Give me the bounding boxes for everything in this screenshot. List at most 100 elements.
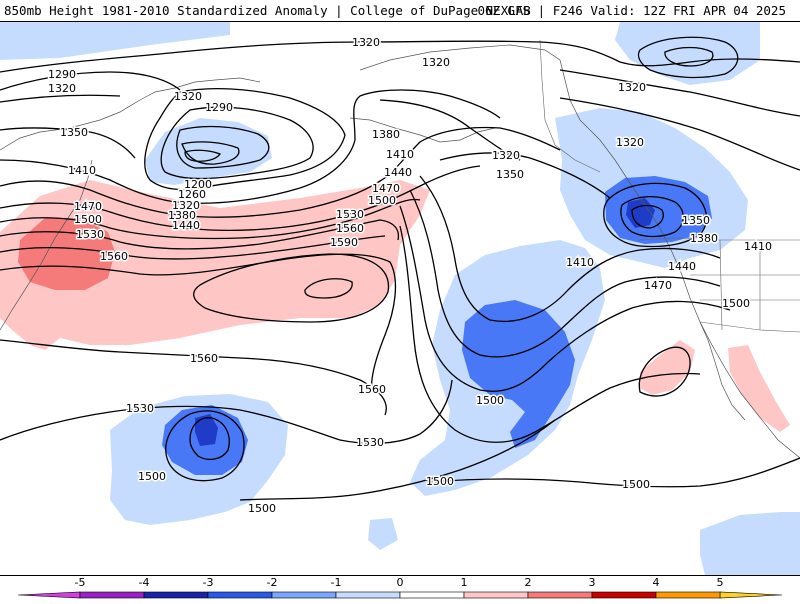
contour-label: 1500: [74, 213, 102, 226]
contour-label: 1500: [476, 394, 504, 407]
colorbar-tick-label: 0: [397, 576, 404, 589]
colorbar-tick-label: 3: [589, 576, 596, 589]
border-us-mexico: [699, 321, 800, 333]
contour-label: 1320: [172, 199, 200, 212]
contour-label: 1440: [668, 260, 696, 273]
map-canvas: 1320 1290 1320 1320 1290 1350 1200 1260 …: [0, 22, 800, 575]
colorbar-bin: [591, 591, 657, 599]
contour-label: 1530: [126, 402, 154, 415]
model-run-info: 06Z GFS | F246 Valid: 12Z FRI APR 04 202…: [477, 3, 786, 18]
colorbar-tick-label: -2: [267, 576, 278, 589]
contour-1410-wrap: [0, 126, 561, 218]
colorbar-tick-label: -5: [75, 576, 86, 589]
contour-label: 1410: [566, 256, 594, 269]
contour-1470-cutoff: [189, 417, 230, 461]
contour-label: 1500: [138, 470, 166, 483]
colorbar-extend-high: [719, 591, 783, 599]
contour-label: 1410: [68, 164, 96, 177]
contour-trough-1470: [399, 225, 701, 443]
contour-1320-siberia: [0, 94, 121, 103]
contour-label: 1440: [172, 219, 200, 232]
contour-1590-high: [193, 253, 390, 323]
contour-label: 1260: [178, 188, 206, 201]
coastlines: [0, 39, 800, 459]
border-states: [690, 239, 800, 331]
contour-label: 1410: [744, 240, 772, 253]
contour-label: 1560: [358, 383, 386, 396]
anomaly-blob-southeast: [700, 512, 800, 575]
colorbar-bin: [655, 591, 721, 599]
map-title: 850mb Height 1981-2010 Standardized Anom…: [4, 3, 531, 18]
anomaly-blob-arctic-north: [0, 22, 230, 60]
positive-anomaly-shading: [0, 180, 790, 432]
coast-aleutians: [349, 117, 496, 143]
contour-1350-west: [0, 127, 136, 159]
anomaly-ridge-core: [18, 218, 115, 290]
contour-label: 1470: [74, 200, 102, 213]
contour-label: 1320: [174, 90, 202, 103]
coast-bc-coast: [627, 179, 800, 459]
colorbar-tick-label: -1: [331, 576, 342, 589]
coast-siberia: [0, 77, 261, 151]
contour-label: 1350: [60, 126, 88, 139]
title-bar: 850mb Height 1981-2010 Standardized Anom…: [0, 0, 800, 22]
contour-trough-1440: [399, 205, 731, 392]
contour-label: 1320: [492, 149, 520, 162]
colorbar-tick-label: 5: [717, 576, 724, 589]
border-alaska-canada: [539, 39, 601, 173]
anomaly-ridge-pacific: [0, 180, 430, 350]
contour-1320-low-outer: [144, 87, 346, 191]
contour-label: 1560: [100, 250, 128, 263]
colorbar-bin: [143, 591, 209, 599]
contour-baja-1500: [638, 346, 691, 397]
contour-label: 1320: [616, 136, 644, 149]
contour-label: 1500: [368, 194, 396, 207]
contour-canada-1350: [559, 69, 800, 117]
colorbar-bin: [335, 591, 401, 599]
colorbar-bin: [527, 591, 593, 599]
anomaly-core-trough: [462, 300, 575, 448]
contour-label: 1380: [168, 209, 196, 222]
contour-label: 1350: [496, 168, 524, 181]
contour-label: 1410: [386, 148, 414, 161]
colorbar-tick-label: 4: [653, 576, 660, 589]
contour-label: 1350: [682, 214, 710, 227]
anomaly-core-coastal-low: [605, 176, 712, 244]
contour-label: 1290: [205, 101, 233, 114]
map-panel: 1320 1290 1320 1320 1290 1350 1200 1260 …: [0, 22, 800, 575]
colorbar-tick-label: -3: [203, 576, 214, 589]
negative-anomaly-core: [162, 176, 712, 475]
contour-1560-south: [0, 339, 387, 416]
contour-label: 1500: [622, 478, 650, 491]
contour-canada-1380: [559, 97, 800, 171]
contour-label: 1320: [48, 82, 76, 95]
contour-label: 1350: [682, 214, 710, 227]
contour-label: 1530: [356, 436, 384, 449]
contour-1320-north: [0, 40, 800, 73]
colorbar: -5 -4 -3 -2 -1 0 1 2 3 4 5: [0, 575, 800, 600]
coast-baja: [699, 321, 746, 421]
contour-label: 1440: [384, 166, 412, 179]
contour-1290-arctic: [0, 71, 181, 91]
contour-trough-1380: [419, 175, 721, 322]
contour-label: 1320: [352, 36, 380, 49]
contour-label: 1500: [248, 502, 276, 515]
contour-label: 1500: [426, 475, 454, 488]
contour-1500-wrap: [0, 219, 400, 250]
contour-label: 1530: [76, 228, 104, 241]
anomaly-core-deep-cutoff: [195, 414, 218, 446]
contour-1530-wrap: [0, 235, 386, 260]
contour-1260-low: [176, 125, 270, 169]
contour-1500-east: [429, 457, 800, 488]
contour-1200-low: [184, 149, 221, 162]
contour-label: 1320: [618, 81, 646, 94]
contour-coastal-low-1290: [631, 204, 664, 229]
colorbar-bin: [399, 591, 465, 599]
colorbar-extend-low: [17, 591, 81, 599]
contour-label: 1470: [372, 182, 400, 195]
contour-label: 1470: [644, 279, 672, 292]
contour-labels: 1320 1290 1320 1320 1290 1350 1200 1260 …: [47, 35, 774, 517]
contour-1590-inner: [304, 278, 353, 299]
colorbar-scale: -5 -4 -3 -2 -1 0 1 2 3 4 5: [17, 576, 783, 599]
colorbar-bin: [271, 591, 337, 599]
